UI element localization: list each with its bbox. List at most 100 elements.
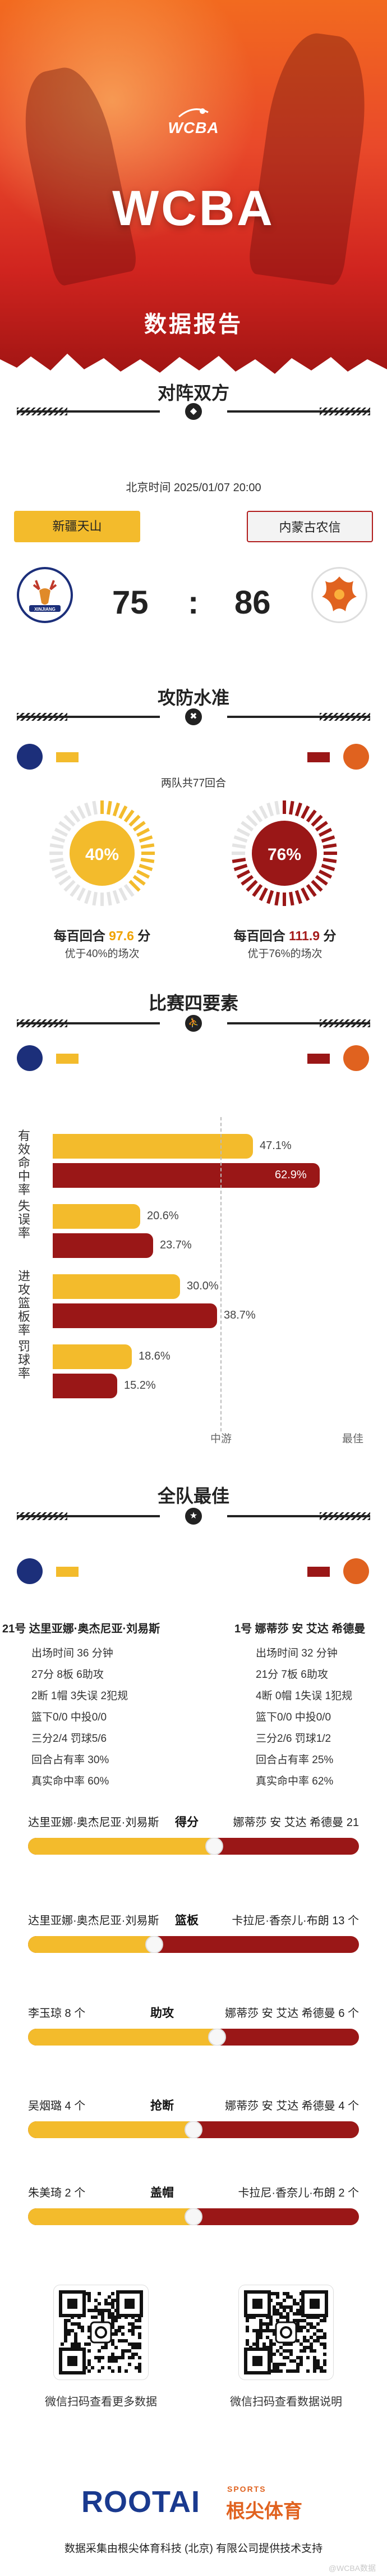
home-color-key [56, 1054, 79, 1064]
away-team-name: 内蒙古农信 [279, 520, 341, 534]
home-leader-name: 朱美琦 2 个 [28, 2187, 86, 2199]
page-title: WCBA [112, 180, 275, 236]
star-trophy-icon: ★ [185, 1508, 202, 1525]
home-share-fill [28, 2121, 194, 2138]
gauge-tick [63, 880, 76, 892]
qr-code-icon [244, 2290, 328, 2374]
gauge-tick [294, 802, 302, 817]
footer-credit: 数据采集由根尖体育科技 (北京) 有限公司提供技术支持 [64, 2543, 323, 2555]
gauge-tick [232, 857, 246, 863]
gauge-tick [140, 843, 155, 849]
gauge-tick [128, 880, 141, 892]
gauge-center [70, 821, 135, 886]
gauge-tick [274, 891, 280, 906]
home-best-player-name: 21号 达里亚娜·奥杰尼亚·刘易斯 [2, 1623, 160, 1635]
home-gauge-label: 40% [85, 845, 119, 864]
section-divider: ⛹ [0, 1015, 387, 1032]
away-team-logo [311, 567, 367, 623]
gauge-tick [132, 875, 146, 886]
gauge-tick [306, 809, 317, 823]
qr-code-more-data[interactable] [53, 2285, 149, 2380]
home-team-logo: XINJIANG [17, 567, 73, 623]
leader-compare-row: 达里亚娜·奥杰尼亚·刘易斯 篮板 卡拉尼·香奈儿·布朗 13 个 [28, 1911, 359, 1956]
gauge-tick [58, 875, 72, 886]
compare-knob [185, 2208, 202, 2225]
gauge-tick [241, 875, 254, 886]
gauge-tick [51, 835, 66, 843]
stat-category: 抢断 [150, 2099, 174, 2112]
away-factor-bar [53, 1233, 153, 1258]
factor-label: 有效命中率 [18, 1129, 31, 1197]
gauge-tick [118, 805, 128, 819]
section-divider: ✖ [0, 708, 387, 725]
gauge-tick [84, 802, 92, 817]
away-leader-name: 卡拉尼·香奈儿·布朗 2 个 [238, 2187, 359, 2199]
gauge-tick [49, 857, 64, 863]
gauge-tick [54, 870, 68, 879]
home-leader-name: 李玉琼 8 个 [28, 2007, 86, 2020]
gauge-tick [70, 809, 81, 823]
factor-label: 进攻篮板率 [18, 1269, 31, 1337]
player-stat-line: 三分2/6 罚球1/2 [256, 1733, 331, 1745]
player-stat-line: 4断 0帽 1失误 1犯规 [256, 1690, 353, 1702]
player-stat-line: 三分2/4 罚球5/6 [31, 1733, 107, 1745]
median-guide-line [220, 1117, 222, 1431]
home-rating-gauge: 40% [49, 800, 155, 906]
rootai-logo: ROOTAI SPORTS 根尖体育 [81, 2481, 306, 2526]
stat-category: 得分 [175, 1816, 199, 1829]
gauge-tick [301, 805, 310, 819]
stat-category: 助攻 [150, 2007, 174, 2020]
away-color-key [307, 1054, 330, 1064]
gauge-tick [112, 802, 120, 817]
home-factor-value: 30.0% [187, 1280, 219, 1292]
deer-icon: XINJIANG [21, 571, 68, 619]
away-color-key [307, 1567, 330, 1577]
player-stat-line: 出场时间 32 分钟 [256, 1648, 338, 1659]
away-rating-value: 111.9 [288, 928, 320, 943]
away-mini-logo [343, 1045, 369, 1071]
qr-code-data-guide[interactable] [238, 2285, 334, 2380]
gauge-tick [306, 884, 317, 897]
gauge-tick [294, 890, 302, 904]
away-factor-bar [53, 1163, 320, 1188]
shield-icon: ◆ [185, 403, 202, 420]
gauge-tick [63, 815, 76, 827]
player-stat-line: 27分 8板 6助攻 [31, 1669, 104, 1681]
home-factor-bar [53, 1204, 140, 1229]
away-factor-bar [53, 1374, 117, 1398]
gauge-tick [106, 891, 112, 906]
gauge-tick [266, 802, 274, 817]
home-factor-bar [53, 1274, 180, 1299]
player-silhouette-right [247, 28, 376, 286]
section-matchup-title: 对阵双方 [157, 383, 229, 403]
section-four-factors-title: 比赛四要素 [148, 993, 238, 1013]
away-factor-value: 38.7% [224, 1309, 256, 1321]
player-stat-line: 2断 1帽 3失误 2犯规 [31, 1690, 128, 1702]
gauge-tick [76, 805, 86, 819]
stat-category: 篮板 [175, 1914, 199, 1927]
away-factor-value: 23.7% [160, 1239, 192, 1251]
home-leader-name: 吴烟璐 4 个 [28, 2100, 86, 2112]
compare-bar [28, 2208, 359, 2225]
gauge-tick [140, 857, 155, 863]
home-factor-value: 47.1% [260, 1140, 292, 1152]
gauge-tick [259, 805, 268, 819]
factor-label: 失误率 [18, 1199, 31, 1240]
home-rating-value: 97.6 [109, 928, 134, 943]
home-share-fill [28, 2029, 217, 2046]
gauge-tick [252, 809, 263, 823]
away-leader-name: 娜蒂莎 安 艾达 希德曼 4 个 [225, 2100, 359, 2112]
player-stat-line: 真实命中率 62% [256, 1776, 334, 1787]
home-share-fill [28, 2208, 194, 2225]
compare-knob [205, 1838, 223, 1855]
gauge-tick [139, 863, 153, 871]
away-best-player-name: 1号 娜蒂莎 安 艾达 希德曼 [234, 1623, 366, 1635]
gauge-tick [319, 827, 333, 837]
wcba-logo-text: WCBA [168, 119, 219, 136]
torn-paper-edge [0, 354, 387, 387]
basketball-swoosh-icon [178, 108, 209, 118]
phoenix-icon [322, 576, 357, 611]
gauge-tick [58, 821, 72, 832]
home-score: 75 [112, 584, 149, 621]
gauge-tick [236, 870, 250, 879]
